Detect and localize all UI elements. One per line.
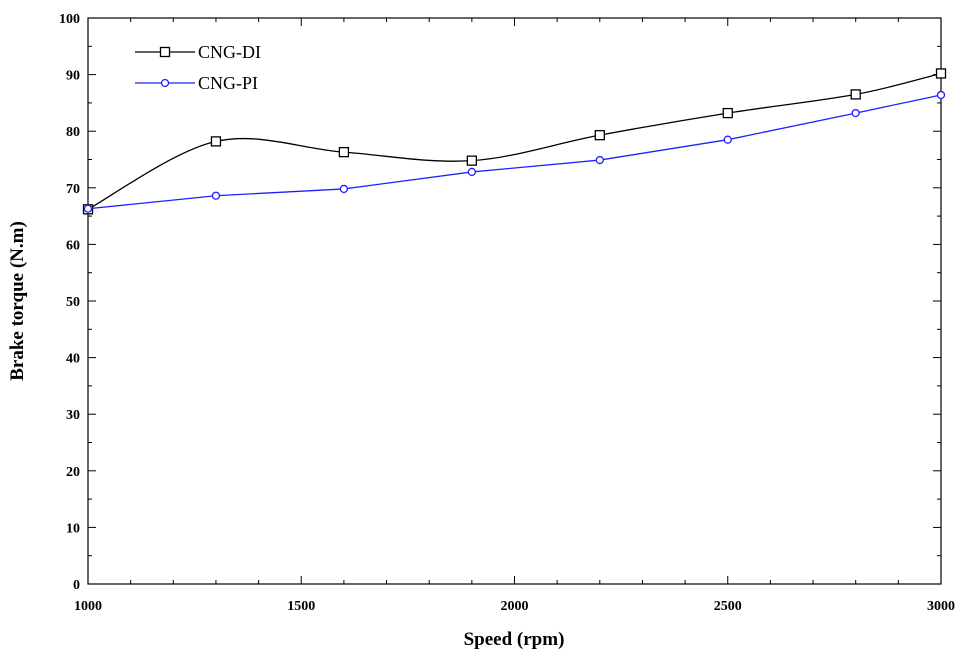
y-axis-title: Brake torque (N.m) [7,221,28,381]
data-point-circle [723,135,732,144]
x-tick-label: 1500 [287,599,315,614]
y-tick-label: 10 [66,521,80,536]
data-point-square [338,146,350,158]
data-point-square [935,68,947,79]
y-tick-label: 70 [66,182,80,197]
x-axis-title: Speed (rpm) [464,629,565,650]
x-tick-label: 2000 [501,599,529,614]
data-point-square [594,130,605,141]
legend-label: CNG-PI [198,73,258,93]
data-point-circle [595,155,604,165]
y-tick-label: 50 [66,295,80,310]
x-tick-label: 1000 [74,599,102,614]
data-point-square [210,136,222,147]
data-point-circle [936,90,946,100]
data-point-circle [339,184,349,194]
legend-label: CNG-DI [198,42,261,62]
data-point-square [722,107,733,119]
plot-frame [87,17,942,585]
y-tick-label: 20 [66,465,80,480]
legend-marker-square [159,46,171,58]
x-tick-label: 3000 [927,599,955,614]
data-point-square [466,155,478,166]
y-tick-label: 40 [66,352,80,367]
legend: CNG-DI CNG-PI [135,42,261,93]
axis-ticks: 1000 1500 2000 2500 3000 0 10 20 30 40 50 60 70 80 90 1… [59,12,955,614]
y-tick-label: 0 [73,578,80,593]
y-tick-label: 100 [59,12,80,27]
x-tick-label: 2500 [714,599,742,614]
y-tick-label: 30 [66,408,80,423]
y-tick-label: 80 [66,125,80,140]
y-tick-label: 90 [66,69,80,84]
y-tick-label: 60 [66,238,80,253]
data-point-circle [467,167,477,177]
data-point-square [850,89,861,100]
series-line-2 [87,94,942,210]
data-point-circle [83,204,93,213]
data-point-circle [211,191,221,200]
data-point-circle [851,108,860,118]
series-layer [82,68,947,215]
legend-marker-circle [160,78,170,88]
